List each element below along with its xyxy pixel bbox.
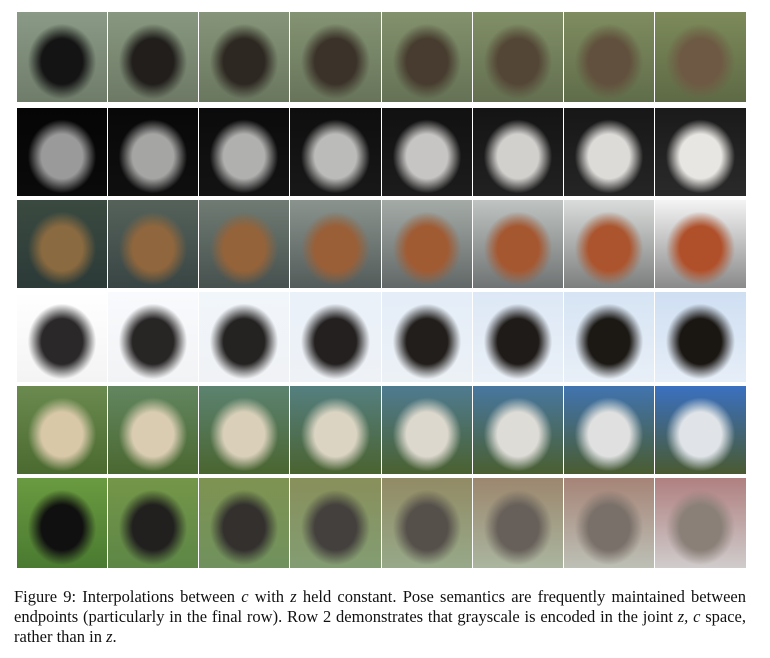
sample-image xyxy=(655,200,746,288)
sample-image xyxy=(564,386,655,474)
sample-image xyxy=(472,108,563,196)
sample-image xyxy=(199,478,290,568)
sample-image xyxy=(107,108,198,196)
sample-image xyxy=(107,478,198,568)
sample-image xyxy=(16,478,107,568)
sample-image xyxy=(655,386,746,474)
sample-image xyxy=(564,12,655,102)
sample-image xyxy=(16,292,107,382)
sample-image xyxy=(107,292,198,382)
caption-text: held constant. Pose semantics are freque… xyxy=(14,587,747,626)
sample-image xyxy=(199,108,290,196)
caption-math: z xyxy=(290,587,297,606)
sample-image xyxy=(564,292,655,382)
sample-image xyxy=(472,292,563,382)
sample-image xyxy=(655,108,746,196)
caption-math: z xyxy=(106,627,113,646)
sample-image xyxy=(381,200,472,288)
sample-image xyxy=(655,12,746,102)
sample-image xyxy=(381,108,472,196)
sample-image xyxy=(107,200,198,288)
caption-text: . xyxy=(112,627,117,646)
sample-image xyxy=(290,200,381,288)
sample-image xyxy=(381,386,472,474)
sample-image xyxy=(655,478,746,568)
sample-image xyxy=(564,108,655,196)
sample-image xyxy=(199,292,290,382)
sample-image xyxy=(290,108,381,196)
sample-image xyxy=(16,200,107,288)
sample-image xyxy=(107,386,198,474)
sample-image xyxy=(381,478,472,568)
sample-image xyxy=(655,292,746,382)
sample-image xyxy=(381,292,472,382)
sample-image xyxy=(290,292,381,382)
caption-text: space, rather than in xyxy=(14,607,746,646)
sample-image xyxy=(199,12,290,102)
sample-image xyxy=(199,200,290,288)
sample-image xyxy=(107,12,198,102)
sample-image xyxy=(16,108,107,196)
sample-image xyxy=(290,386,381,474)
sample-image xyxy=(472,200,563,288)
sample-image xyxy=(290,478,381,568)
caption-math: z, c xyxy=(677,607,701,626)
sample-image xyxy=(564,478,655,568)
sample-image xyxy=(564,200,655,288)
caption-math: c xyxy=(241,587,249,606)
sample-image xyxy=(381,12,472,102)
sample-image xyxy=(16,386,107,474)
sample-image xyxy=(199,386,290,474)
caption-text: Figure 9: Interpolations between xyxy=(14,587,242,606)
figure-caption: Figure 9: Interpolations between c with … xyxy=(14,587,746,647)
sample-image xyxy=(472,386,563,474)
sample-image xyxy=(290,12,381,102)
caption-text: with xyxy=(248,587,291,606)
sample-image xyxy=(472,12,563,102)
sample-image xyxy=(472,478,563,568)
sample-image xyxy=(16,12,107,102)
